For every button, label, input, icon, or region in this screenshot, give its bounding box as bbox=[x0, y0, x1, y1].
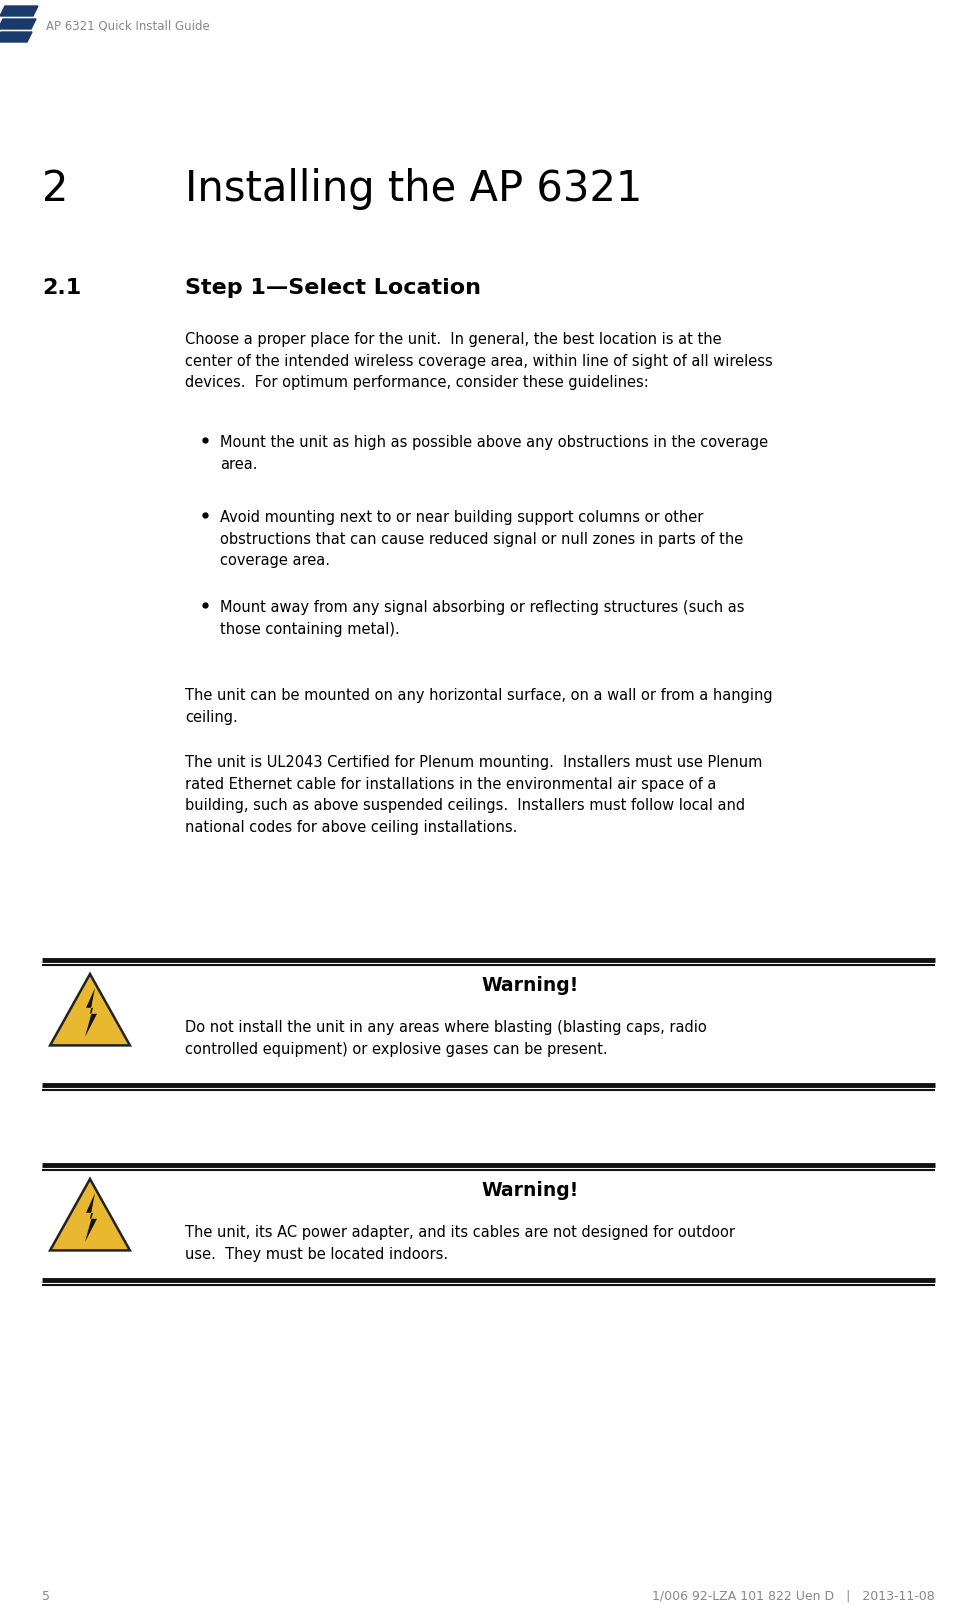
Text: 2: 2 bbox=[42, 169, 68, 210]
Text: Avoid mounting next to or near building support columns or other
obstructions th: Avoid mounting next to or near building … bbox=[220, 510, 743, 568]
Text: 2.1: 2.1 bbox=[42, 278, 81, 299]
Text: Installing the AP 6321: Installing the AP 6321 bbox=[185, 169, 642, 210]
Polygon shape bbox=[0, 32, 32, 42]
Text: The unit, its AC power adapter, and its cables are not designed for outdoor
use.: The unit, its AC power adapter, and its … bbox=[185, 1225, 735, 1262]
Text: 5: 5 bbox=[42, 1591, 50, 1603]
Text: AP 6321 Quick Install Guide: AP 6321 Quick Install Guide bbox=[46, 19, 210, 32]
Text: Mount the unit as high as possible above any obstructions in the coverage
area.: Mount the unit as high as possible above… bbox=[220, 435, 768, 472]
Text: Do not install the unit in any areas where blasting (blasting caps, radio
contro: Do not install the unit in any areas whe… bbox=[185, 1021, 706, 1056]
Polygon shape bbox=[50, 974, 130, 1045]
Polygon shape bbox=[85, 989, 97, 1037]
Polygon shape bbox=[85, 1193, 97, 1242]
Text: The unit is UL2043 Certified for Plenum mounting.  Installers must use Plenum
ra: The unit is UL2043 Certified for Plenum … bbox=[185, 754, 762, 835]
Polygon shape bbox=[0, 6, 38, 16]
Text: The unit can be mounted on any horizontal surface, on a wall or from a hanging
c: The unit can be mounted on any horizonta… bbox=[185, 689, 773, 724]
Polygon shape bbox=[50, 1180, 130, 1250]
Text: Warning!: Warning! bbox=[482, 976, 578, 995]
Text: Step 1—Select Location: Step 1—Select Location bbox=[185, 278, 481, 299]
Text: Choose a proper place for the unit.  In general, the best location is at the
cen: Choose a proper place for the unit. In g… bbox=[185, 332, 773, 390]
Text: Mount away from any signal absorbing or reflecting structures (such as
those con: Mount away from any signal absorbing or … bbox=[220, 600, 744, 637]
Text: 1/006 92-LZA 101 822 Uen D   |   2013-11-08: 1/006 92-LZA 101 822 Uen D | 2013-11-08 bbox=[653, 1591, 935, 1603]
Polygon shape bbox=[0, 19, 36, 29]
Text: Warning!: Warning! bbox=[482, 1181, 578, 1201]
